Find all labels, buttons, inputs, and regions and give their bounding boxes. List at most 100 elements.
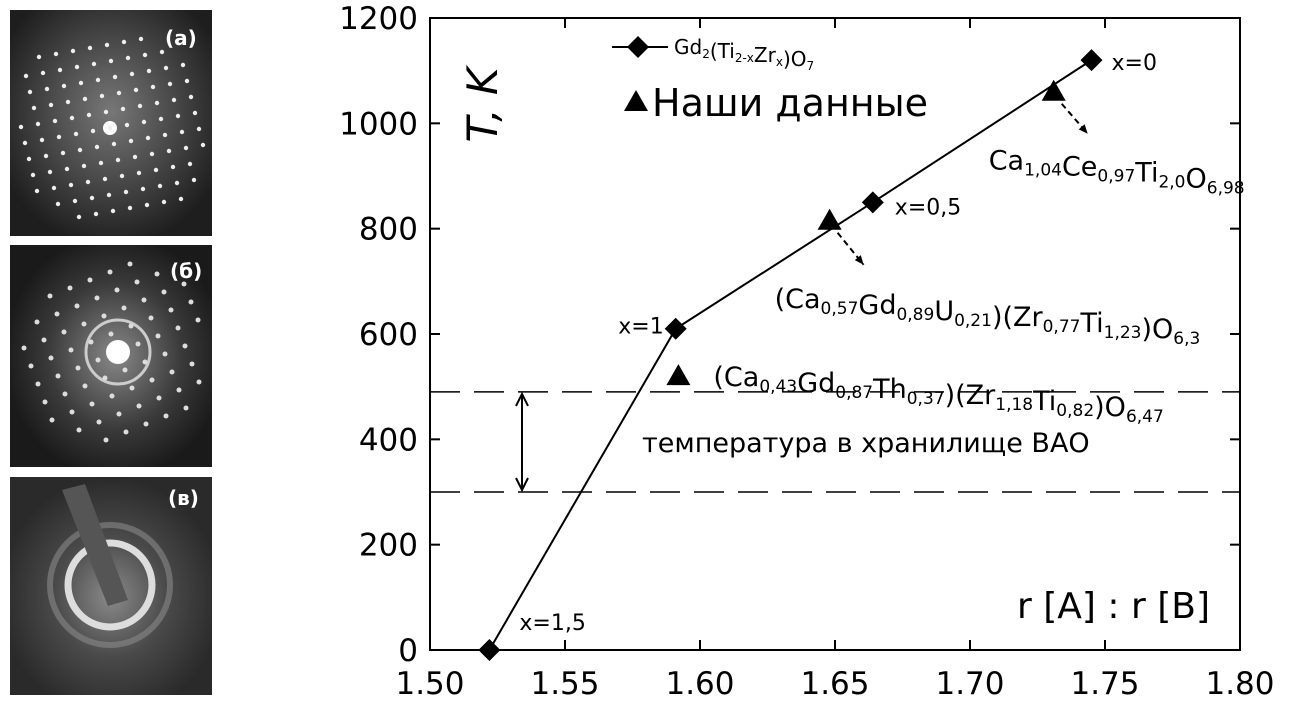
diffraction-spot <box>96 78 100 82</box>
diffraction-spot <box>170 370 175 375</box>
diffraction-spot <box>155 272 160 277</box>
point-label: x=1 <box>618 315 663 340</box>
diffraction-spot <box>129 324 134 329</box>
x-tick-label: 1.80 <box>1205 666 1274 699</box>
diffraction-spot <box>77 215 81 219</box>
diffraction-spot <box>133 155 137 159</box>
diffraction-spot <box>111 209 115 213</box>
diffraction-spot <box>90 196 94 200</box>
data-point <box>478 639 500 661</box>
diffraction-spot <box>113 75 117 79</box>
diffraction-spot <box>48 294 53 299</box>
diffraction-spot <box>158 184 162 188</box>
formula-subscript: 1,18 <box>995 395 1033 415</box>
formula-text: )(Zr <box>945 380 997 411</box>
formula-text: Ce <box>1062 152 1097 183</box>
diffraction-spot <box>196 318 201 323</box>
diffraction-spot <box>143 360 148 365</box>
diffraction-spot <box>128 262 133 267</box>
diffraction-spot <box>175 181 179 185</box>
data-point <box>1081 49 1103 71</box>
panel-label: (в) <box>168 486 199 510</box>
formula-text: Th <box>872 374 907 405</box>
y-tick-label: 200 <box>359 528 418 564</box>
diffraction-spot <box>78 148 82 152</box>
diffraction-spot <box>180 130 184 134</box>
diffraction-spot <box>70 410 75 415</box>
diffraction-spot <box>49 356 54 361</box>
diffraction-spot <box>82 164 86 168</box>
formula-subscript: 0,43 <box>759 377 797 397</box>
diffraction-spot <box>66 100 70 104</box>
formula-subscript: 2 <box>702 47 710 61</box>
diffraction-spot <box>94 212 98 216</box>
diffraction-spot <box>41 71 45 75</box>
diffraction-spot <box>96 358 101 363</box>
diffraction-spot <box>128 206 132 210</box>
diffraction-spot <box>188 162 192 166</box>
diffraction-spot <box>43 400 48 405</box>
diffraction-spot <box>141 187 145 191</box>
diffraction-spot <box>44 154 48 158</box>
diffraction-spot <box>139 37 143 41</box>
formula-text: (Ti <box>710 39 735 63</box>
diffraction-spot <box>192 178 196 182</box>
diffraction-spot <box>65 167 69 171</box>
formula-text: Gd <box>797 368 835 399</box>
formula-subscript: 0,89 <box>896 305 934 325</box>
formula-text: Ti <box>1079 308 1103 339</box>
diffraction-spot <box>116 158 120 162</box>
diffraction-spot <box>110 394 115 399</box>
formula-text: O <box>1186 164 1207 195</box>
diffraction-spot <box>169 308 174 313</box>
chart: 0200400600800100012001.501.551.601.651.7… <box>339 1 1274 699</box>
diffraction-spot <box>91 129 95 133</box>
formula-subscript: 2,0 <box>1158 173 1185 193</box>
legend-label: Gd2(Ti2-xZrx)O7 <box>674 35 814 73</box>
diffraction-spot <box>143 53 147 57</box>
y-axis-label: T, K <box>458 64 507 142</box>
formula-text: U <box>934 296 954 327</box>
diffraction-spot <box>56 374 61 379</box>
formula-subscript: 6,98 <box>1207 179 1245 199</box>
diffraction-spot <box>115 288 120 293</box>
x-axis-label: r [A] : r [B] <box>1017 586 1210 627</box>
diffraction-spot <box>108 270 113 275</box>
panel-label: (б) <box>170 259 202 283</box>
diffraction-spot <box>31 173 35 177</box>
formula-subscript: 7 <box>806 59 814 73</box>
diffraction-spot <box>89 340 94 345</box>
diffraction-spot <box>189 300 194 305</box>
diffraction-spot <box>56 202 60 206</box>
diffraction-spot <box>124 430 129 435</box>
diffraction-spot <box>74 132 78 136</box>
diffraction-spot <box>126 56 130 60</box>
diffraction-spot <box>122 40 126 44</box>
x-tick-label: 1.60 <box>665 666 734 699</box>
diffraction-spot <box>197 380 202 385</box>
diffraction-spot <box>29 364 34 369</box>
y-tick-label: 600 <box>359 317 418 353</box>
diffraction-spot <box>109 332 114 337</box>
page: (a) (б) (в) 0200400600800100012001.501.5… <box>0 0 1300 703</box>
diffraction-spot <box>86 180 90 184</box>
formula-text: (Ca <box>713 362 759 393</box>
diffraction-spot <box>57 135 61 139</box>
diffraction-spot <box>162 290 167 295</box>
diffraction-spot <box>130 72 134 76</box>
diffraction-spot <box>52 186 56 190</box>
diffraction-spot <box>53 119 57 123</box>
formula-text: (Ca <box>775 284 821 315</box>
diffraction-spot <box>136 342 141 347</box>
diffraction-spot <box>124 190 128 194</box>
data-point <box>624 90 648 111</box>
diffraction-spot <box>75 65 79 69</box>
diffraction-spot <box>120 174 124 178</box>
diffraction-spot <box>107 193 111 197</box>
diffraction-spot <box>163 352 168 357</box>
diffraction-spot <box>154 168 158 172</box>
diffraction-spot <box>88 46 92 50</box>
diffraction-spot <box>150 152 154 156</box>
central-spot <box>106 340 130 364</box>
diffraction-spot <box>55 312 60 317</box>
